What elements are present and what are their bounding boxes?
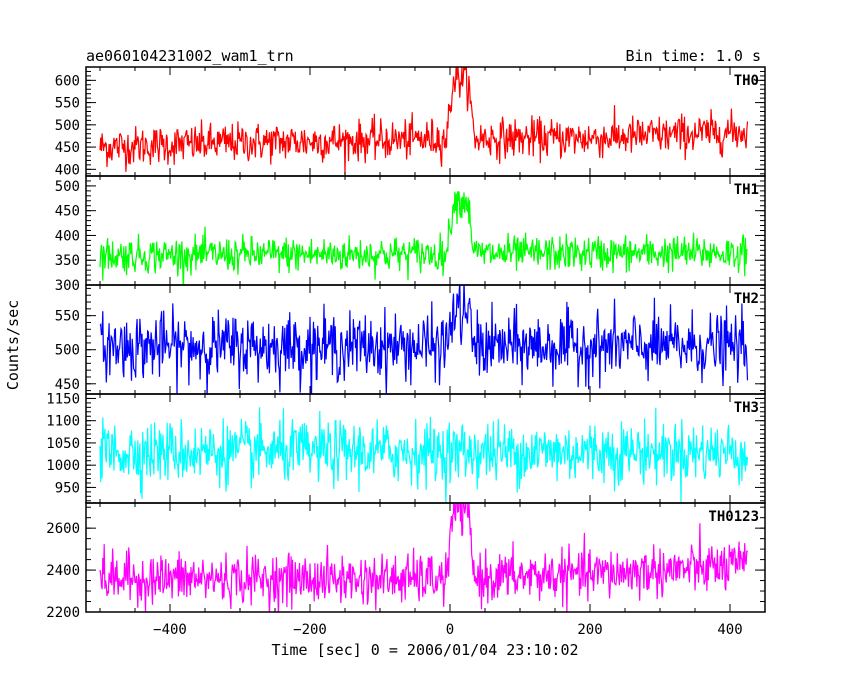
panel-th1: 300 350 400 450 500 TH1 <box>55 175 766 294</box>
y-tick-label: 1000 <box>46 458 80 474</box>
y-tick-label: 450 <box>55 140 80 156</box>
series-line-th0123 <box>99 503 749 612</box>
series-line-th1 <box>99 191 748 285</box>
y-tick-label: 450 <box>55 377 80 393</box>
x-tick-label: 0 <box>446 622 454 638</box>
y-tick-label: 2200 <box>46 605 80 621</box>
y-tick-label: 950 <box>55 480 80 496</box>
panel-label-th3: TH3 <box>734 400 759 416</box>
panel-th3: 950 1000 1050 1100 1150 TH3 <box>46 391 766 504</box>
y-axis-label: Counts/sec <box>4 300 22 390</box>
series-line-th3 <box>99 407 749 503</box>
x-tick-label: −400 <box>153 622 187 638</box>
y-tick-label: 450 <box>55 204 80 220</box>
panel-frame <box>85 66 766 177</box>
y-tick-label: 500 <box>55 179 80 195</box>
y-tick-label: 550 <box>55 96 80 112</box>
panel-th2: 450 500 550 TH2 <box>55 284 766 395</box>
y-tick-label: 2600 <box>46 521 80 537</box>
y-tick-label: 1100 <box>46 414 80 430</box>
bin-time-label: Bin time: 1.0 s <box>626 47 761 65</box>
x-tick-label: 200 <box>577 622 602 638</box>
y-tick-label: 500 <box>55 343 80 359</box>
x-axis-label: Time [sec] 0 = 2006/01/04 23:10:02 <box>271 641 578 659</box>
y-tick-label: 300 <box>55 278 80 294</box>
panel-label-th0123: TH0123 <box>708 509 759 525</box>
panel-label-th2: TH2 <box>734 291 759 307</box>
series-line-th0 <box>99 67 749 176</box>
y-tick-label: 550 <box>55 309 80 325</box>
y-tick-label: 500 <box>55 118 80 134</box>
panels-group: 400 450 500 550 600 TH0 300 350 400 450 500 TH1 450 5… <box>46 66 766 621</box>
y-tick-label: 600 <box>55 73 80 89</box>
y-tick-label: 1050 <box>46 436 80 452</box>
panel-label-th1: TH1 <box>734 182 759 198</box>
panel-frame <box>85 502 766 613</box>
panel-th0123: 2200 2400 2600 TH0123 <box>46 502 766 621</box>
y-tick-label: 400 <box>55 228 80 244</box>
y-tick-label: 1150 <box>46 391 80 407</box>
x-tick-label: −200 <box>293 622 327 638</box>
y-tick-label: 400 <box>55 162 80 178</box>
chart-title: ae060104231002_wam1_trn <box>86 47 294 65</box>
x-tick-label: 400 <box>717 622 742 638</box>
panel-label-th0: TH0 <box>734 73 759 89</box>
y-tick-label: 2400 <box>46 563 80 579</box>
y-tick-label: 350 <box>55 253 80 269</box>
series-line-th2 <box>99 285 749 394</box>
panel-th0: 400 450 500 550 600 TH0 <box>55 66 766 178</box>
x-axis: −400 −200 0 200 400 <box>153 622 743 638</box>
